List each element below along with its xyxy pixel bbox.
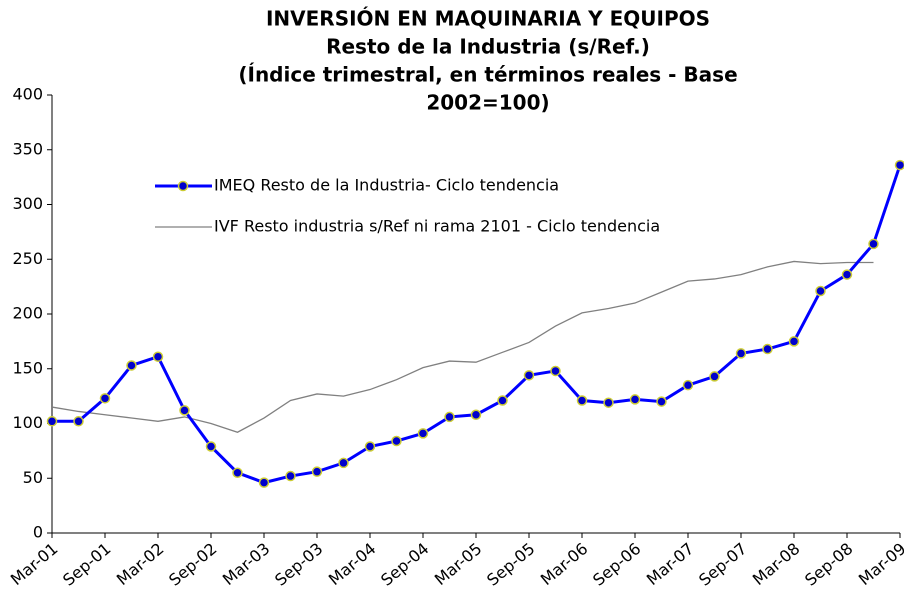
y-tick-label: 300: [12, 194, 43, 213]
data-point: [629, 394, 641, 405]
data-point: [179, 405, 190, 416]
data-point: [391, 435, 402, 447]
legend-marker: [177, 180, 189, 192]
data-point: [126, 360, 137, 371]
series-line: [51, 260, 874, 433]
data-point: [735, 348, 747, 359]
chart-title: INVERSIÓN EN MAQUINARIA Y EQUIPOS: [266, 7, 710, 31]
data-point: [338, 457, 349, 469]
data-point: [603, 397, 614, 408]
x-tick-label: Mar-07: [643, 539, 698, 589]
chart-title: 2002=100): [426, 91, 549, 115]
x-tick-label: Mar-03: [219, 539, 274, 589]
legend-label: IMEQ Resto de la Industria- Ciclo tenden…: [214, 176, 559, 195]
data-point: [868, 238, 879, 250]
x-tick-label: Mar-09: [855, 539, 904, 589]
x-tick-label: Mar-06: [537, 539, 592, 589]
data-point: [682, 379, 694, 391]
data-point: [523, 370, 535, 381]
data-point: [894, 159, 904, 171]
x-tick-label: Mar-04: [325, 539, 380, 589]
data-point: [788, 336, 800, 347]
data-point: [46, 416, 58, 427]
series-line: [52, 164, 902, 485]
x-tick-label: Mar-01: [7, 539, 62, 589]
data-point: [576, 395, 588, 406]
y-tick-label: 100: [12, 413, 43, 432]
data-point: [841, 269, 853, 280]
data-point: [311, 466, 323, 477]
x-tick-label: Sep-06: [589, 539, 644, 590]
data-point: [364, 441, 376, 452]
x-tick-label: Mar-02: [113, 539, 168, 589]
data-point: [470, 409, 482, 420]
x-tick-label: Sep-04: [377, 539, 432, 590]
data-point: [73, 416, 84, 427]
y-tick-label: 0: [33, 523, 43, 542]
data-point: [205, 441, 217, 452]
data-point: [497, 395, 508, 406]
y-tick-label: 50: [23, 468, 43, 487]
chart-title: Resto de la Industria (s/Ref.): [326, 35, 650, 59]
x-tick-label: Sep-01: [59, 539, 114, 590]
data-point: [152, 351, 164, 362]
data-point: [656, 396, 667, 407]
data-point: [417, 428, 429, 439]
x-tick-label: Sep-02: [165, 539, 220, 590]
data-point: [444, 411, 455, 423]
data-point: [550, 365, 561, 377]
y-tick-label: 350: [12, 139, 43, 158]
x-tick-label: Sep-05: [483, 539, 538, 590]
x-tick-label: Sep-03: [271, 539, 326, 590]
y-tick-label: 200: [12, 304, 43, 323]
chart-title: (Índice trimestral, en términos reales -…: [238, 63, 737, 87]
data-point: [762, 343, 773, 355]
legend-label: IVF Resto industria s/Ref ni rama 2101 -…: [214, 217, 660, 236]
y-tick-label: 400: [12, 85, 43, 104]
data-point: [232, 467, 243, 479]
y-tick-label: 150: [12, 358, 43, 377]
data-point: [258, 477, 270, 488]
x-tick-label: Sep-07: [695, 539, 750, 590]
data-point: [99, 393, 111, 404]
x-tick-label: Mar-05: [431, 539, 486, 589]
x-tick-label: Sep-08: [801, 539, 856, 590]
data-point: [285, 470, 296, 482]
x-tick-label: Mar-08: [749, 539, 804, 589]
data-point: [709, 371, 720, 382]
data-point: [815, 285, 826, 297]
y-tick-label: 250: [12, 249, 43, 268]
